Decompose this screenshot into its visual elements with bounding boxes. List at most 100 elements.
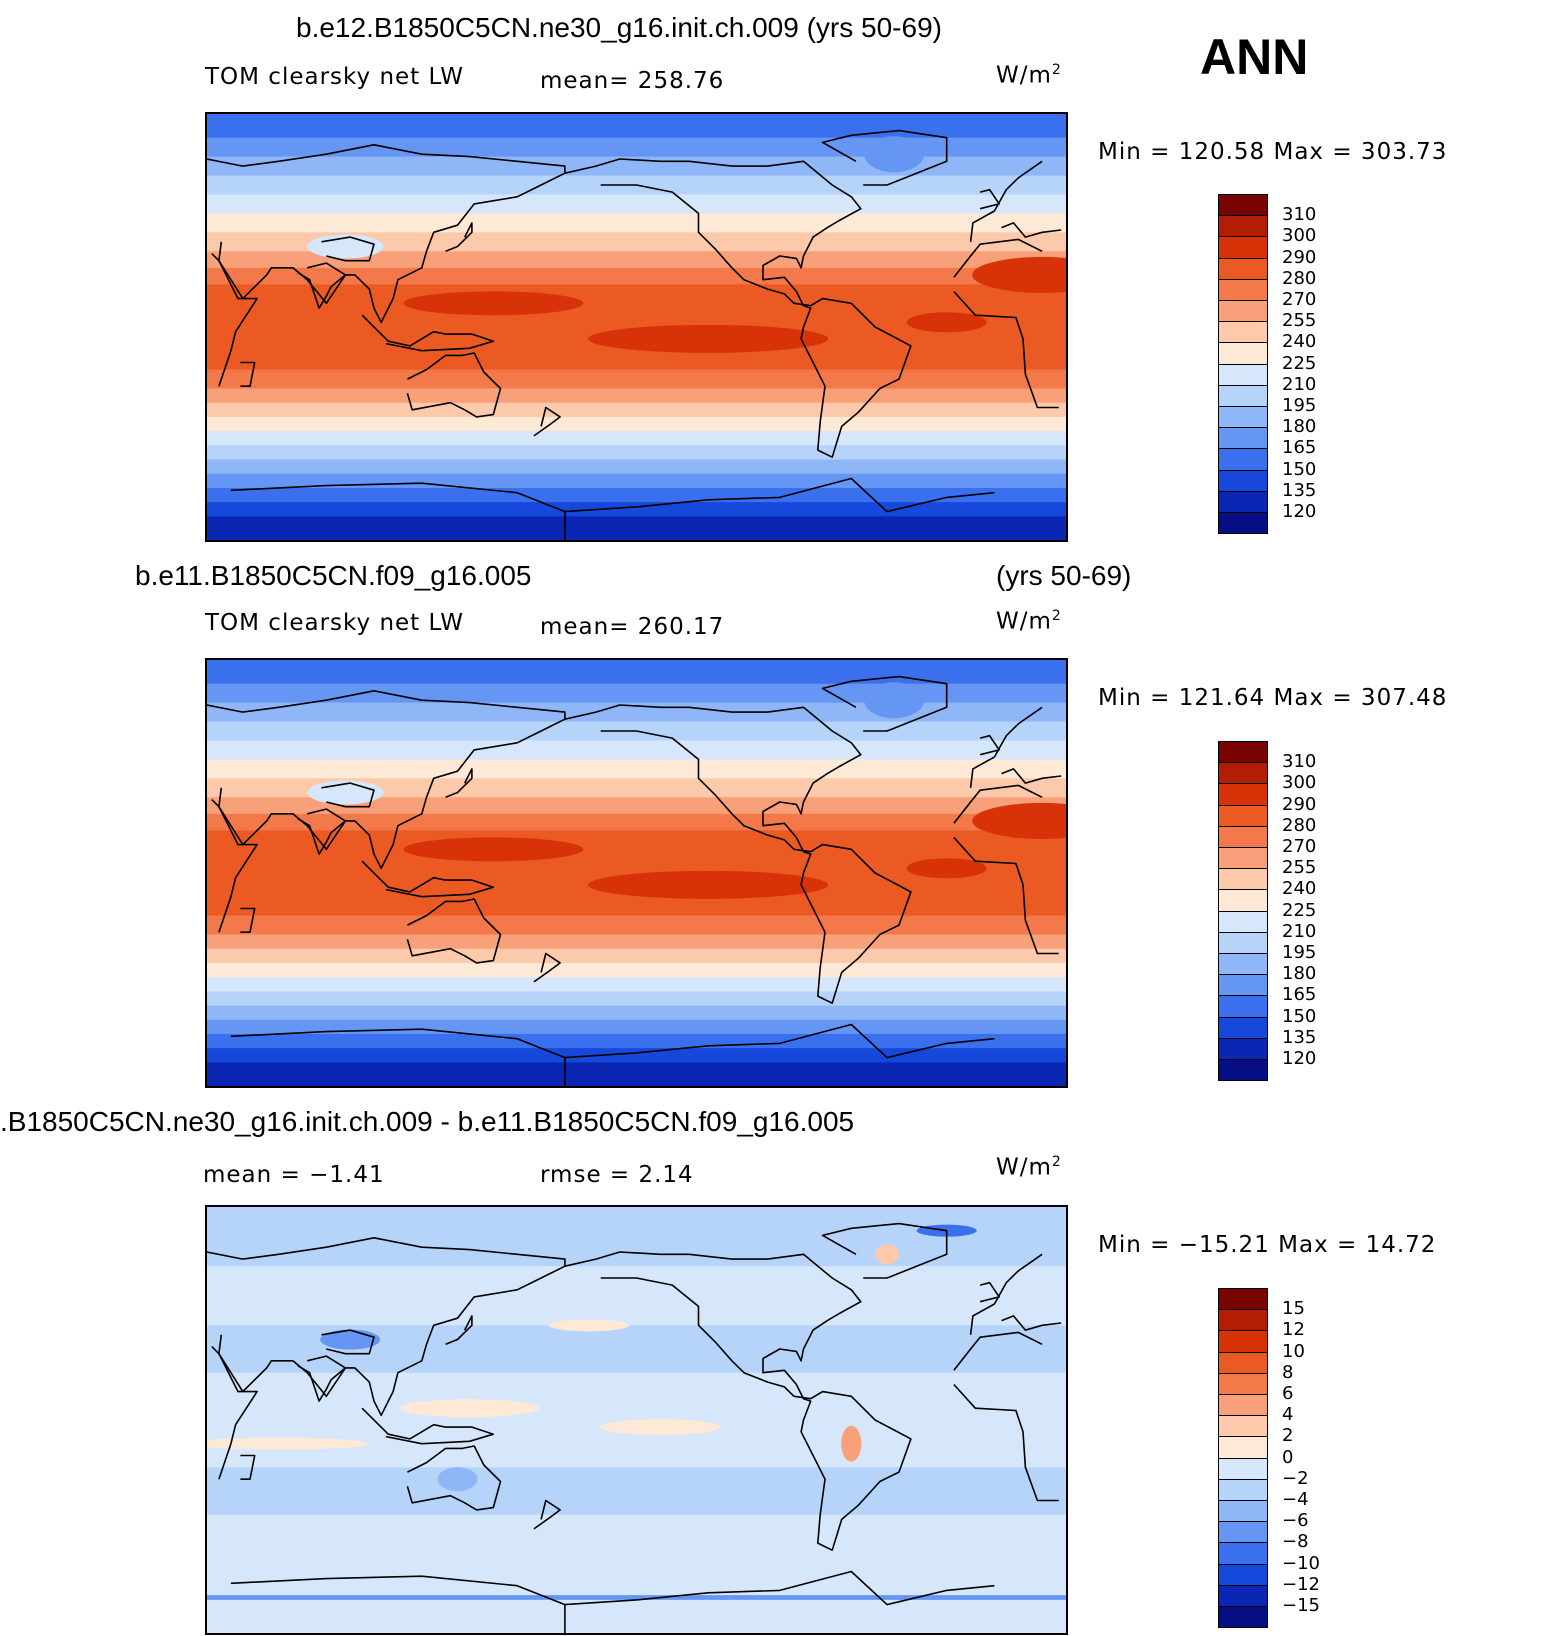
- panel3-title: .B1850C5CN.ne30_g16.init.ch.009 - b.e11.…: [0, 1106, 855, 1137]
- coastline-uk: [979, 734, 1000, 756]
- panel1-units: W/m2: [996, 62, 1062, 89]
- coastline-australia: [406, 898, 502, 964]
- field-band: [207, 232, 1066, 252]
- panel1-minmax: Min = 120.58 Max = 303.73: [1098, 139, 1448, 165]
- field-band: [207, 759, 1066, 779]
- colorbar-label: 4: [1282, 1404, 1294, 1426]
- colorbar-cell: [1218, 1478, 1268, 1501]
- coastline-eurasia: [207, 144, 1062, 324]
- colorbar-cell: [1218, 995, 1268, 1018]
- field-band: [207, 797, 1066, 815]
- colorbar-cell: [1218, 215, 1268, 238]
- colorbar-label: 255: [1282, 310, 1317, 332]
- coastline-greenland: [821, 129, 948, 186]
- panel2-units: W/m2: [996, 608, 1062, 635]
- field-pos: [548, 1319, 629, 1332]
- panel2-map-svg: [207, 660, 1066, 1086]
- coastline-india: [297, 808, 347, 855]
- coastline-amerW: [564, 1251, 912, 1551]
- coastline-amerW: [564, 704, 912, 1004]
- field-band: [207, 431, 1066, 446]
- coastline-indonesia: [361, 1407, 495, 1445]
- colorbar-cell: [1218, 384, 1268, 407]
- coastline-antarctica: [230, 1570, 995, 1633]
- colorbar-cell: [1218, 236, 1268, 259]
- field-band: [207, 267, 1066, 285]
- field-min: [207, 1062, 1066, 1086]
- colorbar-label: 135: [1282, 1026, 1317, 1048]
- field-band: [207, 213, 1066, 233]
- colorbar-cell: [1218, 1606, 1268, 1629]
- colorbar-label: 195: [1282, 942, 1317, 963]
- colorbar-cell: [1218, 427, 1268, 450]
- colorbar-cell: [1218, 257, 1268, 280]
- colorbar-cell: [1218, 1584, 1268, 1607]
- colorbar-cell: [1218, 342, 1268, 365]
- colorbar-cell: [1218, 741, 1268, 764]
- field-band: [207, 1467, 1066, 1515]
- field-band: [207, 416, 1066, 432]
- colorbar-cell: [1218, 1521, 1268, 1544]
- colorbar-cell: [1218, 868, 1268, 891]
- panel2-title-left: b.e11.B1850C5CN.f09_g16.005: [135, 560, 532, 591]
- colorbar-label: 240: [1282, 878, 1317, 900]
- colorbar-label: 165: [1282, 984, 1317, 1006]
- field-min: [207, 516, 1066, 540]
- colorbar-label: 2: [1282, 1425, 1294, 1447]
- coastline-japan: [445, 768, 473, 799]
- colorbar-cell: [1218, 1563, 1268, 1586]
- colorbar-label: −10: [1282, 1552, 1320, 1574]
- field-band: [207, 445, 1066, 461]
- colorbar-cell: [1218, 783, 1268, 806]
- field-band: [207, 473, 1066, 489]
- field-max: [906, 312, 987, 333]
- colorbar-cell: [1218, 1309, 1268, 1332]
- colorbar-label: 225: [1282, 352, 1317, 374]
- colorbar-label: 210: [1282, 920, 1317, 942]
- colorbar-label: 300: [1282, 772, 1317, 794]
- coastline-madagascar: [240, 361, 256, 387]
- field-min: [864, 682, 925, 719]
- coastline-nz: [533, 1499, 561, 1530]
- colorbar-cell: [1218, 406, 1268, 429]
- colorbar-label: 6: [1282, 1383, 1294, 1404]
- field-band: [207, 934, 1066, 950]
- coastline-tibet: [321, 782, 375, 808]
- colorbar-label: −4: [1282, 1489, 1309, 1510]
- coastline-tibet: [321, 236, 375, 262]
- field-band: [207, 977, 1066, 992]
- panel2-map: [205, 658, 1068, 1088]
- colorbar-cell: [1218, 469, 1268, 492]
- coastline-nz: [533, 952, 561, 983]
- colorbar-label: 8: [1282, 1361, 1294, 1383]
- colorbar-label: 120: [1282, 1048, 1317, 1069]
- coastline-australia: [406, 352, 502, 418]
- colorbar-label: 255: [1282, 857, 1317, 879]
- colorbar-label: 120: [1282, 501, 1317, 522]
- coastline-india: [297, 1355, 347, 1402]
- colorbar-label: 0: [1282, 1446, 1294, 1468]
- colorbar-cell: [1218, 1415, 1268, 1438]
- field-band: [207, 702, 1066, 723]
- colorbar-cell: [1218, 1394, 1268, 1417]
- colorbar-label: −2: [1282, 1467, 1309, 1489]
- panel2-mean: mean= 260.17: [540, 614, 725, 640]
- coastline-greenland: [821, 1222, 948, 1279]
- panel2-title-right: (yrs 50-69): [996, 560, 1132, 591]
- colorbar-cell: [1218, 1330, 1268, 1353]
- panel1-title: b.e12.B1850C5CN.ne30_g16.init.ch.009 (yr…: [296, 12, 942, 43]
- field-pos: [841, 1425, 862, 1462]
- panel3-mean: mean = −1.41: [203, 1162, 385, 1188]
- coastline-japan: [445, 1315, 473, 1346]
- coastline-australia: [406, 1445, 502, 1511]
- coastline-madagascar: [240, 1454, 256, 1480]
- field-max: [403, 837, 584, 862]
- colorbar-cell: [1218, 1436, 1268, 1459]
- colorbar-cell: [1218, 804, 1268, 827]
- panel1-variable: TOM clearsky net LW: [205, 64, 464, 90]
- colorbar-cell: [1218, 974, 1268, 997]
- colorbar-label: 180: [1282, 416, 1317, 438]
- colorbar-cell: [1218, 321, 1268, 344]
- field-band: [207, 1033, 1066, 1049]
- coastline-uk: [979, 188, 1000, 210]
